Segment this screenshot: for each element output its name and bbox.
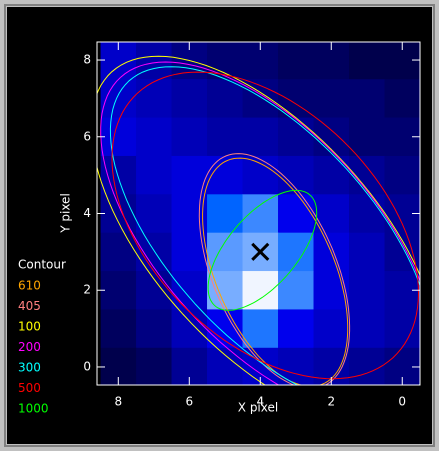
pixel (207, 194, 243, 233)
pixel (385, 309, 421, 348)
y-axis-label: Y pixel (59, 193, 73, 234)
pixel (101, 118, 137, 157)
pixel (349, 41, 385, 80)
y-tick-label: 2 (83, 283, 91, 297)
pixel (136, 271, 172, 310)
pixel (136, 156, 172, 195)
pixel (278, 233, 314, 272)
pixel (136, 79, 172, 118)
x-tick-label: 4 (256, 395, 264, 409)
pixel (172, 79, 208, 118)
y-tick-label: 6 (83, 129, 91, 143)
pixel (349, 309, 385, 348)
pixel (136, 309, 172, 348)
pixel (207, 271, 243, 310)
pixel (385, 156, 421, 195)
legend-label: 100 (18, 320, 41, 334)
pixel (349, 118, 385, 157)
pixel (349, 233, 385, 272)
pixel (172, 118, 208, 157)
window: X pixel Y pixel Contour 6104051002003005… (0, 0, 439, 451)
pixel (349, 194, 385, 233)
x-tick-label: 2 (327, 395, 335, 409)
x-tick-label: 6 (185, 395, 193, 409)
x-tick-label: 8 (114, 395, 122, 409)
pixel (278, 194, 314, 233)
pixel (101, 309, 137, 348)
pixel (172, 233, 208, 272)
y-tick-label: 8 (83, 53, 91, 67)
pixel (172, 271, 208, 310)
pixel (243, 156, 279, 195)
pixel (136, 348, 172, 387)
legend-label: 500 (18, 381, 41, 395)
pixel (385, 79, 421, 118)
pixel (172, 309, 208, 348)
pixel (136, 194, 172, 233)
legend-label: 405 (18, 299, 41, 313)
pixel (101, 233, 137, 272)
pixel (278, 271, 314, 310)
legend-label: 610 (18, 279, 41, 293)
pixel (314, 156, 350, 195)
legend-label: 1000 (18, 402, 49, 416)
legend-label: 200 (18, 340, 41, 354)
pixel (136, 41, 172, 80)
legend-label: 300 (18, 361, 41, 375)
pixel (314, 79, 350, 118)
pixel (136, 118, 172, 157)
pixel (278, 118, 314, 157)
pixel (207, 118, 243, 157)
pixel (101, 271, 137, 310)
pixel (314, 309, 350, 348)
x-tick-label: 0 (398, 395, 406, 409)
pixel (349, 271, 385, 310)
pixel (243, 194, 279, 233)
pixel (278, 41, 314, 80)
pixel (101, 156, 137, 195)
y-tick-label: 0 (83, 359, 91, 373)
pixel (314, 271, 350, 310)
pixel (243, 309, 279, 348)
pixel (278, 348, 314, 387)
pixel (278, 309, 314, 348)
pixel (243, 271, 279, 310)
pixel (207, 348, 243, 387)
y-tick-label: 4 (83, 206, 91, 220)
chart: X pixel Y pixel Contour 6104051002003005… (0, 0, 439, 451)
pixel (243, 118, 279, 157)
legend-title: Contour (18, 258, 66, 272)
pixel (349, 79, 385, 118)
